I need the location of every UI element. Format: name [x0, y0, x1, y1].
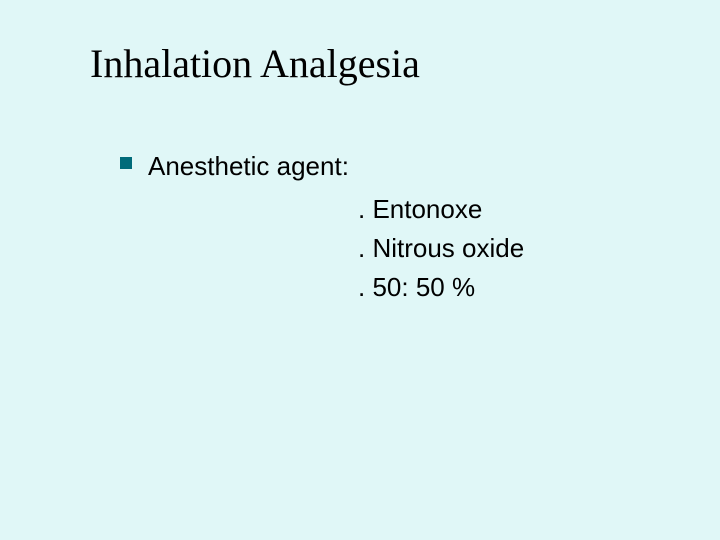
slide-title: Inhalation Analgesia: [90, 40, 720, 87]
sub-item: . Nitrous oxide: [358, 229, 720, 268]
slide-content: Anesthetic agent: . Entonoxe . Nitrous o…: [90, 147, 720, 307]
square-bullet-icon: [120, 157, 132, 169]
slide-container: Inhalation Analgesia Anesthetic agent: .…: [0, 0, 720, 540]
sub-item: . Entonoxe: [358, 190, 720, 229]
sub-item-list: . Entonoxe . Nitrous oxide . 50: 50 %: [358, 190, 720, 307]
sub-item: . 50: 50 %: [358, 268, 720, 307]
bullet-label: Anesthetic agent:: [148, 147, 349, 186]
bullet-item: Anesthetic agent:: [120, 147, 720, 186]
